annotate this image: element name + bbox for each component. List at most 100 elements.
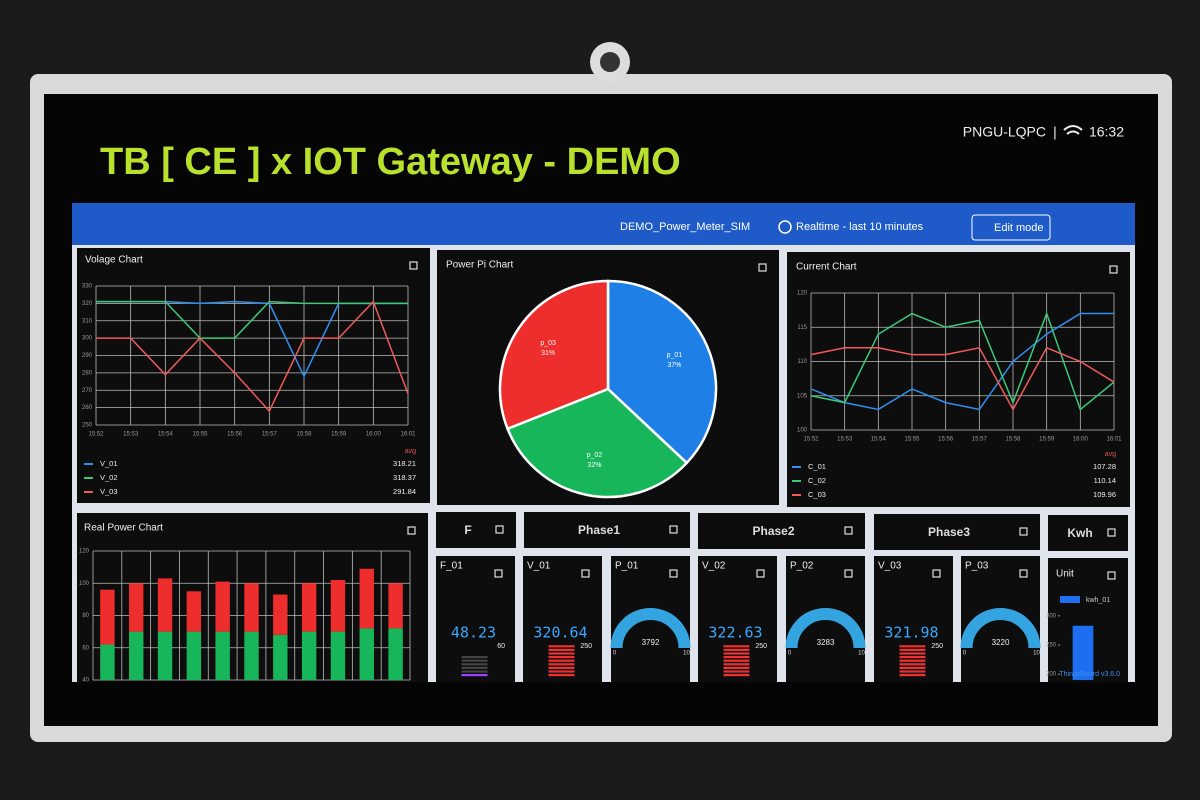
x-tick-label: 15:57 — [262, 432, 278, 438]
expand-icon[interactable] — [844, 526, 853, 535]
y-tick-label: 330 — [82, 284, 93, 290]
legend-avg: 318.37 — [393, 473, 416, 482]
bar-segment — [129, 631, 144, 680]
panel-title: Unit — [1056, 569, 1074, 580]
bar-segment — [273, 634, 288, 680]
edit-button[interactable] — [971, 214, 1051, 241]
y-tick-label: 260 — [82, 405, 93, 411]
group-title: Kwh — [1067, 526, 1092, 540]
level-stripe — [461, 659, 488, 662]
level-stripe — [723, 666, 750, 669]
expand-icon[interactable] — [844, 569, 853, 578]
bar-segment — [330, 631, 346, 680]
expand-icon[interactable] — [1107, 571, 1116, 580]
expand-icon[interactable] — [1107, 528, 1116, 537]
footer: ThingsBoard v3.6.0 — [1059, 671, 1120, 678]
legend-label: C_01 — [808, 462, 826, 471]
clock: 16:32 — [1089, 124, 1124, 140]
x-tick-label: 15:52 — [88, 432, 104, 438]
bar-segment — [388, 583, 403, 629]
dashboard-select[interactable]: DEMO_Power_Meter_SIM — [620, 221, 750, 233]
level-stripe — [723, 656, 750, 659]
series-line — [810, 346, 1115, 412]
x-tick-label: 16:01 — [400, 432, 416, 438]
x-tick-label: 15:53 — [837, 437, 853, 443]
bar-segment — [244, 631, 259, 680]
x-tick-label: 15:56 — [938, 437, 954, 443]
y-tick-label: 100 — [797, 428, 808, 434]
expand-icon[interactable] — [758, 263, 767, 272]
expand-icon[interactable] — [669, 525, 678, 534]
expand-icon[interactable] — [581, 569, 590, 578]
series-line — [96, 300, 409, 413]
gauge-arc — [785, 608, 866, 649]
level-stripe — [899, 645, 926, 648]
bar-segment — [388, 628, 403, 680]
card-max: 250 — [931, 643, 943, 650]
bar-segment — [100, 644, 115, 680]
panel-title: Current Chart — [796, 262, 857, 273]
wifi-icon — [1063, 125, 1083, 135]
y-tick-label: 270 — [82, 388, 93, 394]
y-tick-label: 120 — [797, 291, 808, 297]
level-stripe — [548, 648, 575, 651]
card-label: P_01 — [615, 561, 639, 572]
gauge-value: 3220 — [992, 638, 1010, 647]
level-stripe — [723, 645, 750, 648]
x-tick-label: 15:54 — [158, 432, 174, 438]
level-stripe — [461, 674, 488, 677]
bar-segment — [186, 631, 202, 680]
y-tick-label: 310 — [82, 318, 93, 324]
panel — [436, 512, 516, 548]
y-tick-label: 290 — [82, 353, 93, 359]
x-tick-label: 15:58 — [1005, 437, 1021, 443]
level-stripe — [723, 652, 750, 655]
level-stripe — [548, 659, 575, 662]
expand-icon[interactable] — [1109, 265, 1118, 274]
level-stripe — [723, 663, 750, 666]
bar-segment — [157, 578, 173, 632]
y-tick-label: 250 — [1046, 643, 1057, 649]
expand-icon[interactable] — [409, 261, 418, 270]
expand-icon[interactable] — [756, 569, 765, 578]
level-stripe — [548, 670, 575, 673]
expand-icon[interactable] — [669, 569, 678, 578]
expand-icon[interactable] — [494, 569, 503, 578]
panel — [77, 248, 430, 503]
expand-icon[interactable] — [932, 569, 941, 578]
expand-icon[interactable] — [407, 526, 416, 535]
gauge-max: 10 — [858, 651, 865, 657]
bar-segment — [157, 631, 173, 680]
expand-icon[interactable] — [1019, 527, 1028, 536]
slice-value: 37% — [667, 362, 681, 369]
x-tick-label: 16:00 — [1073, 437, 1089, 443]
card-label: P_02 — [790, 561, 814, 572]
bar-segment — [129, 583, 144, 632]
expand-icon[interactable] — [1019, 569, 1028, 578]
gauge-value: 3792 — [642, 638, 660, 647]
panel — [698, 556, 777, 682]
level-stripe — [548, 645, 575, 648]
edit-label[interactable]: Edit mode — [994, 222, 1044, 234]
y-tick-label: 80 — [82, 613, 89, 619]
legend-label: V_02 — [100, 473, 118, 482]
panel — [874, 556, 953, 682]
level-stripe — [548, 666, 575, 669]
series-line — [810, 312, 1114, 411]
x-tick-label: 15:59 — [1039, 437, 1055, 443]
expand-icon[interactable] — [495, 525, 504, 534]
level-stripe — [548, 656, 575, 659]
card-value: 322.63 — [708, 624, 762, 642]
card-label: P_03 — [965, 561, 989, 572]
y-tick-label: 60 — [82, 645, 89, 651]
pie-slice — [498, 279, 610, 431]
level-stripe — [723, 674, 750, 677]
legend-avg: 291.84 — [393, 487, 416, 496]
card-value: 320.64 — [533, 624, 587, 642]
bar-segment — [330, 580, 346, 632]
slice-value: 32% — [587, 462, 601, 469]
gauge-max: 10 — [683, 651, 690, 657]
separator: | — [1053, 124, 1057, 140]
timewindow[interactable]: Realtime - last 10 minutes — [796, 221, 924, 233]
